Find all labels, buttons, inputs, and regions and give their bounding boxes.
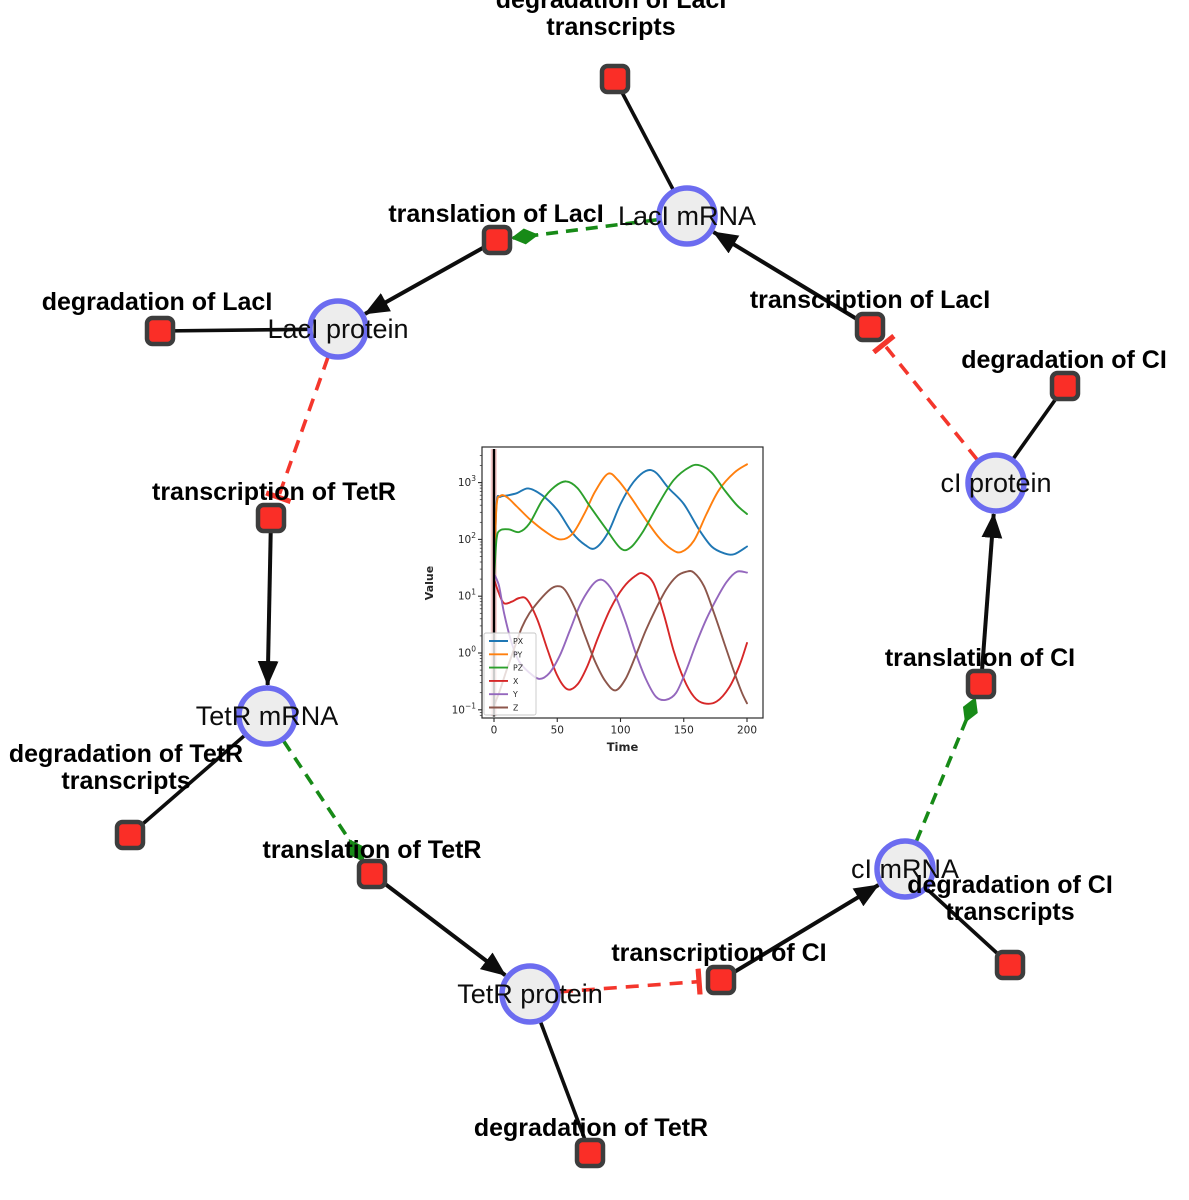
x-axis-label: Time	[607, 740, 639, 754]
reaction-label-deg_laci: degradation of LacI	[42, 288, 273, 316]
edge-production-transl_tetr-to-tetr_protein	[370, 872, 507, 977]
reaction-label-deg_ci_tx: degradation of CI	[907, 871, 1113, 899]
species-label-laci_mrna: LacI mRNA	[618, 201, 756, 231]
legend-label-PY: PY	[513, 650, 523, 659]
species-node-laci_protein	[307, 298, 369, 360]
edge-production-transl_ci-to-ci_protein	[979, 512, 1003, 685]
species-label-ci_mrna: cI mRNA	[851, 854, 959, 884]
reaction-node-tx_tetr	[255, 502, 287, 534]
x-tick-label: 100	[610, 725, 630, 737]
labels-layer: degradation of LacItranscriptstranslatio…	[9, 0, 1167, 1142]
edge-consumption-laci_protein-to-deg_laci	[159, 327, 309, 333]
inset-background	[426, 438, 776, 762]
edge-production-tx_ci-to-ci_mrna	[719, 883, 880, 982]
inset-simulation-chart: 0 50 100 150 200 10−1 100 101 102 103 Time Value PX P…	[423, 438, 776, 762]
reaction-node-deg_ci_tx	[994, 949, 1026, 981]
y-tick-label: 103	[458, 474, 476, 489]
edge-modifier-ci_mrna-to-transl_ci	[914, 696, 978, 842]
species-node-laci_mrna	[656, 185, 718, 247]
edge-production-tx_laci-to-laci_mrna	[712, 230, 872, 329]
reaction-node-deg_laci	[144, 315, 176, 347]
y-tick-label: 100	[458, 645, 476, 660]
reaction-label-deg_tetr_tx: transcripts	[61, 767, 190, 795]
species-node-ci_mrna	[874, 838, 936, 900]
edge-modifier-tetr_mrna-to-transl_tetr	[282, 739, 365, 863]
reaction-node-tx_ci	[705, 964, 737, 996]
reaction-label-deg_tetr_tx: degradation of TetR	[9, 740, 243, 768]
reaction-node-deg_tetr	[574, 1137, 606, 1169]
reaction-label-deg_ci: degradation of CI	[961, 346, 1167, 374]
reaction-label-tx_laci: transcription of LacI	[750, 286, 990, 314]
species-label-tetr_mrna: TetR mRNA	[196, 701, 339, 731]
reaction-label-tx_tetr: transcription of TetR	[152, 478, 396, 506]
edge-production-tx_tetr-to-tetr_mrna	[257, 517, 279, 687]
legend-label-Y: Y	[512, 690, 518, 699]
species-node-tetr_mrna	[236, 685, 298, 747]
nodes-layer	[114, 63, 1081, 1169]
reaction-node-transl_laci	[481, 224, 513, 256]
reaction-label-deg_ci_tx: transcripts	[945, 898, 1074, 926]
reaction-node-deg_tetr_tx	[114, 819, 146, 851]
x-tick-label: 150	[674, 725, 694, 737]
reaction-node-deg_laci_tx	[599, 63, 631, 95]
edge-inhibition-tetr_protein-to-tx_ci	[559, 968, 703, 995]
species-label-tetr_protein: TetR protein	[457, 979, 603, 1009]
reaction-label-deg_laci_tx: transcripts	[546, 13, 675, 41]
x-tick-label: 0	[491, 725, 498, 737]
reaction-label-tx_ci: transcription of CI	[611, 939, 826, 967]
reaction-label-transl_tetr: translation of TetR	[263, 836, 482, 864]
edge-consumption-ci_mrna-to-deg_ci_tx	[925, 887, 1012, 967]
inset-series-group	[493, 463, 748, 707]
legend-label-X: X	[513, 677, 519, 686]
legend-label-PX: PX	[513, 637, 524, 646]
series-line-PY	[493, 463, 748, 575]
inset-axes-frame	[481, 446, 764, 719]
series-line-X	[493, 572, 748, 705]
species-node-ci_protein	[965, 452, 1027, 514]
reaction-label-deg_laci_tx: degradation of LacI	[496, 0, 727, 14]
edge-consumption-laci_mrna-to-deg_laci_tx	[613, 78, 675, 191]
y-axis-label: Value	[423, 566, 436, 600]
species-label-laci_protein: LacI protein	[267, 314, 408, 344]
reaction-node-deg_ci	[1049, 370, 1081, 402]
edge-modifier-laci_mrna-to-transl_laci	[510, 217, 658, 245]
series-line-Z	[493, 570, 748, 707]
x-tick-label: 50	[551, 725, 564, 737]
species-label-ci_protein: cI protein	[940, 468, 1051, 498]
reaction-label-transl_ci: translation of CI	[885, 644, 1075, 672]
reaction-node-transl_tetr	[356, 858, 388, 890]
y-tick-label: 101	[458, 588, 476, 603]
reaction-node-tx_laci	[854, 311, 886, 343]
series-line-PZ	[493, 463, 748, 583]
edge-inhibition-laci_protein-to-tx_tetr	[265, 356, 330, 505]
reaction-label-transl_laci: translation of LacI	[388, 200, 603, 228]
edge-consumption-tetr_protein-to-deg_tetr	[538, 1021, 592, 1154]
y-tick-label: 102	[458, 531, 476, 546]
legend-label-PZ: PZ	[513, 664, 523, 673]
edge-inhibition-ci_protein-to-tx_laci	[872, 333, 979, 461]
reaction-node-transl_ci	[965, 668, 997, 700]
legend-box	[483, 632, 537, 716]
reaction-label-deg_tetr: degradation of TetR	[474, 1114, 708, 1142]
species-node-tetr_protein	[499, 963, 561, 1025]
edge-production-transl_laci-to-laci_protein	[364, 238, 498, 316]
y-tick-label: 10−1	[452, 701, 477, 716]
edges-layer	[128, 78, 1067, 1154]
legend-label-Z: Z	[513, 704, 518, 713]
edge-consumption-tetr_mrna-to-deg_tetr_tx	[128, 734, 246, 837]
x-tick-label: 200	[737, 725, 757, 737]
